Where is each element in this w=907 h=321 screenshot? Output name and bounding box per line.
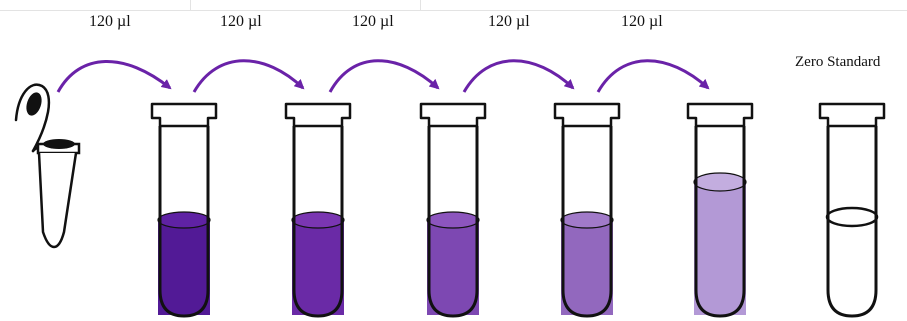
liquid-surface: [825, 206, 879, 228]
liquid-fill: [561, 220, 613, 315]
liquid-fill: [427, 220, 479, 315]
transfer-volume-label-5: 120 µl: [621, 13, 663, 30]
liquid-fill: [158, 220, 210, 315]
transfer-volume-label-1: 120 µl: [89, 13, 131, 30]
transfer-arrow: [56, 60, 172, 93]
liquid-surface: [291, 211, 345, 229]
liquid-surface: [560, 211, 614, 229]
dilution-tube-2: [284, 102, 352, 318]
top-separator: [420, 0, 421, 10]
dilution-tube-4: [553, 102, 621, 318]
transfer-arrow: [328, 59, 440, 93]
top-rule: [0, 10, 907, 11]
liquid-fill: [694, 182, 746, 315]
zero-standard-label: Zero Standard: [795, 54, 881, 70]
liquid-fill: [292, 220, 344, 315]
top-separator: [190, 0, 191, 10]
dilution-tube-1: [150, 102, 218, 318]
transfer-arrows: [56, 59, 710, 93]
transfer-arrow: [192, 59, 305, 93]
transfer-volume-label-4: 120 µl: [488, 13, 530, 30]
dilution-tube-3: [419, 102, 487, 318]
dilution-tube-5: [686, 102, 754, 318]
liquid-surface: [426, 211, 480, 229]
transfer-arrow: [462, 59, 575, 93]
transfer-volume-label-2: 120 µl: [220, 13, 262, 30]
liquid-surface: [693, 172, 747, 192]
stock-tube: [14, 83, 81, 249]
liquid-surface: [157, 211, 211, 229]
transfer-arrow: [596, 59, 710, 93]
zero-standard-tube: [818, 102, 886, 318]
transfer-volume-label-3: 120 µl: [352, 13, 394, 30]
